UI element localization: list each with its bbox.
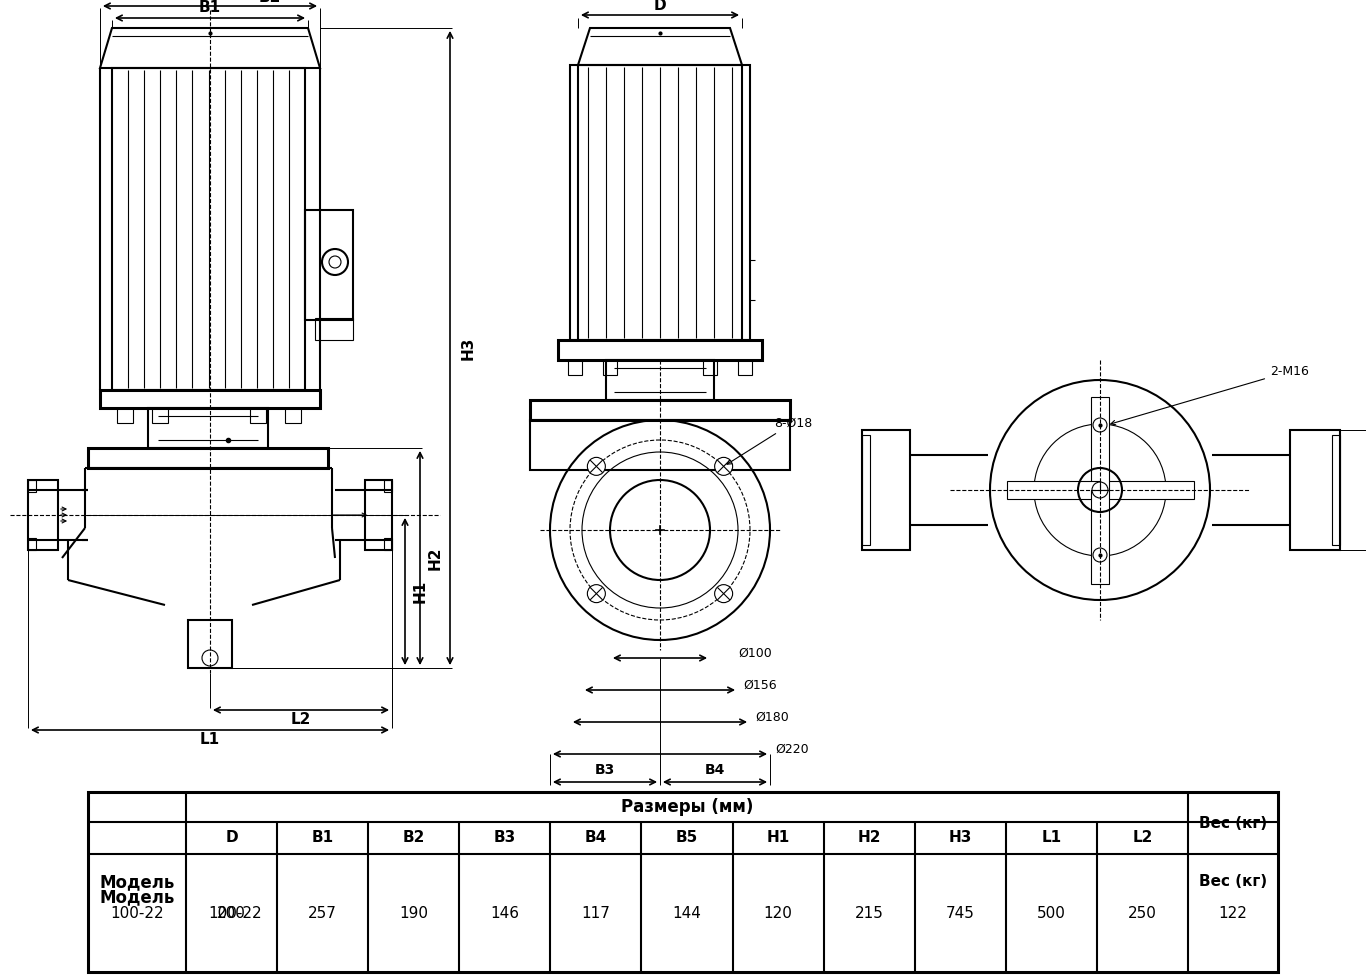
Text: 100-22: 100-22 xyxy=(111,906,164,920)
Bar xyxy=(305,210,352,320)
Text: B5: B5 xyxy=(676,831,698,845)
Text: 120: 120 xyxy=(764,906,792,920)
Text: B1: B1 xyxy=(311,831,333,845)
Text: L2: L2 xyxy=(1132,831,1153,845)
Text: Ø180: Ø180 xyxy=(755,711,788,723)
Text: B4: B4 xyxy=(585,831,607,845)
Bar xyxy=(27,538,36,550)
Text: 215: 215 xyxy=(855,906,884,920)
Polygon shape xyxy=(100,28,320,68)
Text: Ø100: Ø100 xyxy=(738,646,772,660)
Text: D: D xyxy=(654,0,667,13)
Text: H3: H3 xyxy=(948,831,973,845)
Text: 257: 257 xyxy=(309,906,337,920)
Bar xyxy=(148,408,268,448)
Bar xyxy=(27,480,36,492)
Bar xyxy=(530,420,790,470)
Text: H2: H2 xyxy=(428,547,443,570)
Bar xyxy=(384,538,392,550)
Bar xyxy=(152,408,168,423)
Text: H3: H3 xyxy=(460,337,475,360)
Text: Размеры (мм): Размеры (мм) xyxy=(620,798,753,816)
Polygon shape xyxy=(1100,481,1194,499)
Bar xyxy=(87,448,328,468)
Text: 200: 200 xyxy=(217,906,246,920)
Text: L2: L2 xyxy=(291,712,311,726)
Text: 500: 500 xyxy=(1037,906,1065,920)
Text: 190: 190 xyxy=(399,906,428,920)
Text: Ø220: Ø220 xyxy=(775,743,809,755)
Polygon shape xyxy=(1007,481,1100,499)
Bar xyxy=(557,340,762,360)
Text: H1: H1 xyxy=(413,580,428,603)
Bar xyxy=(862,430,910,550)
Text: 144: 144 xyxy=(672,906,701,920)
Text: B1: B1 xyxy=(199,1,221,16)
Circle shape xyxy=(714,458,732,475)
Bar xyxy=(27,480,57,550)
Text: B4: B4 xyxy=(705,763,725,777)
Bar xyxy=(570,65,750,340)
Text: 117: 117 xyxy=(582,906,611,920)
Circle shape xyxy=(714,585,732,602)
Text: B2: B2 xyxy=(403,831,425,845)
Bar xyxy=(189,620,232,668)
Text: L1: L1 xyxy=(199,731,220,747)
Circle shape xyxy=(587,585,605,602)
Bar xyxy=(384,480,392,492)
Bar xyxy=(100,390,320,408)
Text: B3: B3 xyxy=(493,831,516,845)
Text: Модель: Модель xyxy=(100,888,175,906)
Text: 122: 122 xyxy=(1218,906,1247,920)
Text: Ø156: Ø156 xyxy=(743,678,777,692)
Text: 2-М16: 2-М16 xyxy=(1111,365,1309,425)
Bar xyxy=(1290,430,1340,550)
Text: 146: 146 xyxy=(490,906,519,920)
Text: Модель: Модель xyxy=(100,873,175,891)
Text: B2: B2 xyxy=(258,0,281,6)
Polygon shape xyxy=(578,28,742,65)
Bar xyxy=(1332,435,1340,545)
Polygon shape xyxy=(1091,490,1109,584)
Bar xyxy=(316,318,352,340)
Bar xyxy=(250,408,266,423)
Bar xyxy=(607,360,714,400)
Bar xyxy=(117,408,133,423)
Bar xyxy=(365,480,392,550)
Bar xyxy=(738,360,753,375)
Text: 100-22: 100-22 xyxy=(208,906,262,920)
Bar xyxy=(530,400,790,420)
Circle shape xyxy=(587,458,605,475)
Text: H1: H1 xyxy=(766,831,790,845)
Bar xyxy=(703,360,717,375)
Bar xyxy=(568,360,582,375)
Text: 8-Ø18: 8-Ø18 xyxy=(727,417,811,465)
Text: Вес (кг): Вес (кг) xyxy=(1199,874,1268,889)
Text: Вес (кг): Вес (кг) xyxy=(1199,816,1268,831)
Text: L1: L1 xyxy=(1041,831,1061,845)
Polygon shape xyxy=(1091,396,1109,490)
Text: 250: 250 xyxy=(1128,906,1157,920)
Text: H2: H2 xyxy=(858,831,881,845)
Text: B3: B3 xyxy=(594,763,615,777)
Bar xyxy=(112,68,305,390)
Text: D: D xyxy=(225,831,238,845)
Bar xyxy=(87,792,1279,972)
Bar xyxy=(285,408,301,423)
Bar xyxy=(602,360,617,375)
Bar xyxy=(862,435,870,545)
Text: 745: 745 xyxy=(945,906,975,920)
